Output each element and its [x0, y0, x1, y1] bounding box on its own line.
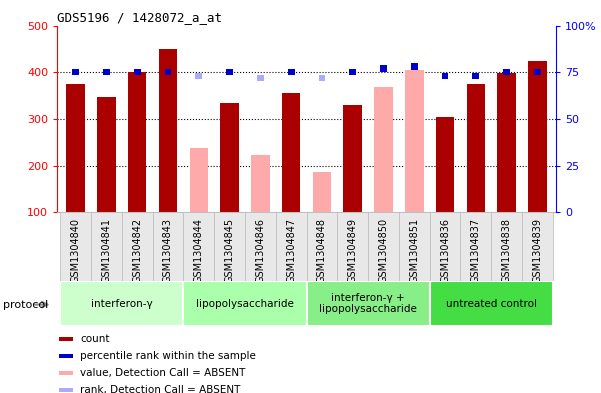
- Bar: [134, 69, 141, 75]
- Bar: [313, 172, 331, 212]
- Bar: [337, 212, 368, 281]
- Bar: [319, 75, 325, 81]
- Text: GSM1304836: GSM1304836: [440, 218, 450, 283]
- Bar: [245, 212, 276, 281]
- Bar: [153, 212, 183, 281]
- Bar: [59, 354, 73, 358]
- Bar: [59, 388, 73, 391]
- Bar: [60, 281, 183, 326]
- Text: protocol: protocol: [3, 299, 48, 310]
- Text: GSM1304846: GSM1304846: [255, 218, 265, 283]
- Text: GSM1304843: GSM1304843: [163, 218, 173, 283]
- Text: GSM1304845: GSM1304845: [225, 218, 234, 283]
- Bar: [288, 69, 294, 75]
- Bar: [503, 69, 510, 75]
- Bar: [430, 281, 553, 326]
- Bar: [534, 69, 541, 75]
- Bar: [103, 69, 110, 75]
- Bar: [128, 72, 147, 212]
- Bar: [399, 212, 430, 281]
- Bar: [528, 61, 547, 212]
- Bar: [436, 117, 454, 212]
- Bar: [183, 212, 214, 281]
- Bar: [226, 69, 233, 75]
- Text: GSM1304851: GSM1304851: [409, 218, 419, 283]
- Bar: [159, 49, 177, 212]
- Text: GDS5196 / 1428072_a_at: GDS5196 / 1428072_a_at: [57, 11, 222, 24]
- Bar: [368, 212, 399, 281]
- Bar: [411, 63, 418, 70]
- Bar: [472, 73, 479, 79]
- Text: percentile rank within the sample: percentile rank within the sample: [81, 351, 256, 361]
- Bar: [343, 105, 362, 212]
- Text: GSM1304837: GSM1304837: [471, 218, 481, 283]
- Bar: [307, 281, 430, 326]
- Text: GSM1304842: GSM1304842: [132, 218, 142, 283]
- Bar: [66, 84, 85, 212]
- Bar: [59, 371, 73, 375]
- Bar: [60, 212, 91, 281]
- Bar: [276, 212, 307, 281]
- Bar: [491, 212, 522, 281]
- Bar: [122, 212, 153, 281]
- Text: GSM1304839: GSM1304839: [532, 218, 543, 283]
- Text: interferon-γ +
lipopolysaccharide: interferon-γ + lipopolysaccharide: [319, 293, 417, 314]
- Bar: [257, 75, 264, 81]
- Bar: [498, 73, 516, 212]
- Bar: [430, 212, 460, 281]
- Text: value, Detection Call = ABSENT: value, Detection Call = ABSENT: [81, 368, 246, 378]
- Bar: [183, 281, 307, 326]
- Text: count: count: [81, 334, 110, 344]
- Bar: [214, 212, 245, 281]
- Text: GSM1304840: GSM1304840: [70, 218, 81, 283]
- Text: lipopolysaccharide: lipopolysaccharide: [196, 299, 294, 309]
- Bar: [442, 73, 448, 79]
- Bar: [405, 70, 424, 212]
- Text: GSM1304847: GSM1304847: [286, 218, 296, 283]
- Text: GSM1304848: GSM1304848: [317, 218, 327, 283]
- Bar: [307, 212, 337, 281]
- Text: interferon-γ: interferon-γ: [91, 299, 153, 309]
- Text: GSM1304838: GSM1304838: [502, 218, 511, 283]
- Text: untreated control: untreated control: [446, 299, 537, 309]
- Text: GSM1304844: GSM1304844: [194, 218, 204, 283]
- Text: GSM1304850: GSM1304850: [379, 218, 388, 283]
- Bar: [195, 73, 202, 79]
- Bar: [189, 148, 208, 212]
- Text: GSM1304849: GSM1304849: [348, 218, 358, 283]
- Bar: [72, 69, 79, 75]
- Bar: [221, 103, 239, 212]
- Bar: [374, 87, 392, 212]
- Bar: [466, 84, 485, 212]
- Bar: [380, 65, 387, 72]
- Text: rank, Detection Call = ABSENT: rank, Detection Call = ABSENT: [81, 385, 241, 393]
- Text: GSM1304841: GSM1304841: [102, 218, 111, 283]
- Bar: [349, 69, 356, 75]
- Bar: [460, 212, 491, 281]
- Bar: [251, 155, 270, 212]
- Bar: [91, 212, 122, 281]
- Bar: [282, 93, 300, 212]
- Bar: [97, 97, 115, 212]
- Bar: [165, 69, 171, 75]
- Bar: [59, 337, 73, 341]
- Bar: [522, 212, 553, 281]
